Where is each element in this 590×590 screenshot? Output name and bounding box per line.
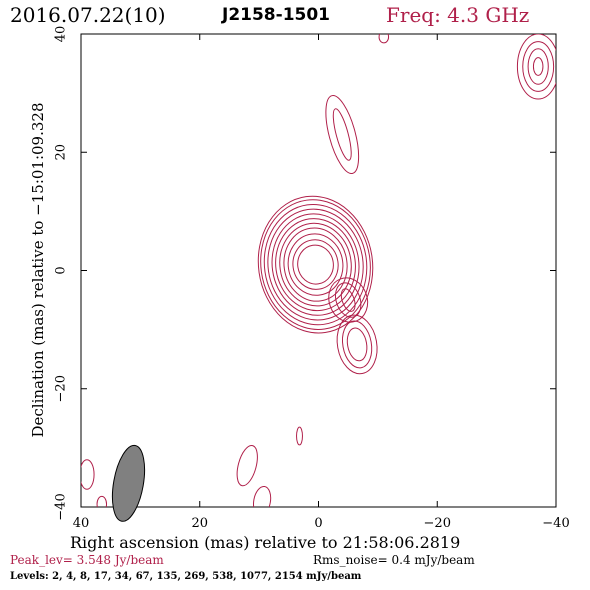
contour-core-level-5 [279, 222, 352, 307]
contour-jet-knot-1-level-2 [334, 282, 362, 318]
x-tick-label: −20 [424, 516, 451, 531]
plot-frame [80, 33, 557, 508]
x-tick-label: 20 [191, 516, 208, 531]
title-date: 2016.07.22(10) [10, 3, 166, 27]
y-tick-label: 20 [54, 144, 69, 161]
x-tick-label: 0 [314, 516, 322, 531]
rms-noise: Rms_noise= 0.4 mJy/beam [313, 553, 475, 567]
title-source: J2158-1501 [222, 5, 331, 25]
y-tick-label: −20 [54, 375, 69, 402]
contour-sw-edge-blob-2-level-1 [96, 495, 108, 507]
beam-group [111, 444, 146, 522]
contour-jet-knot-2-level-3 [336, 314, 378, 375]
contour-jet-knot-1-level-1 [340, 288, 356, 312]
y-tick-label: 40 [54, 26, 69, 43]
x-tick-label: 40 [73, 516, 90, 531]
contour-levels: Levels: 2, 4, 8, 17, 34, 67, 135, 269, 5… [10, 571, 362, 582]
y-axis-label: Declination (mas) relative to −15:01:09.… [29, 102, 47, 438]
contour-south-blob-3-level-1 [253, 485, 272, 507]
contour-top-edge-blob-level-1 [378, 34, 390, 44]
contour-north-feature-level-2 [325, 95, 360, 174]
contour-sw-edge-blob-level-1 [81, 459, 95, 490]
contour-ne-edge-feature-level-1 [532, 57, 544, 76]
x-tick-label: −40 [542, 516, 569, 531]
tick-group: 40 20 0 −20 −40 −40 −20 0 20 40 [54, 26, 570, 531]
title-frequency: Freq: 4.3 GHz [386, 3, 530, 27]
contour-jet-knot-2-level-2 [341, 320, 373, 369]
contour-core-level-10 [260, 199, 371, 330]
peak-level: Peak_lev= 3.548 Jy/beam [10, 553, 164, 567]
contour-core-level-7 [271, 213, 360, 316]
contour-group [81, 34, 556, 507]
contour-ne-edge-feature-level-2 [527, 48, 549, 85]
x-axis-label: Right ascension (mas) relative to 21:58:… [70, 533, 461, 552]
contour-core-level-4 [283, 227, 348, 302]
contour-south-blob-1-level-1 [236, 444, 258, 487]
contour-ne-edge-feature-level-3 [522, 41, 555, 92]
contour-core-level-11 [257, 195, 374, 334]
contour-south-blob-2-level-1 [296, 426, 303, 446]
contour-north-feature-level-1 [332, 108, 352, 161]
contour-ne-edge-feature-level-4 [516, 34, 556, 100]
y-tick-label: −40 [54, 493, 69, 520]
contour-core-level-6 [275, 218, 356, 312]
y-tick-label: 0 [54, 266, 69, 274]
contour-core-level-3 [287, 233, 344, 296]
contour-core-level-9 [263, 203, 368, 326]
contour-core-level-8 [267, 208, 364, 321]
contour-core-level-2 [292, 239, 339, 290]
contour-core-level-1 [297, 244, 334, 285]
contour-jet-knot-2-level-1 [346, 327, 368, 362]
beam-ellipse [111, 444, 146, 522]
